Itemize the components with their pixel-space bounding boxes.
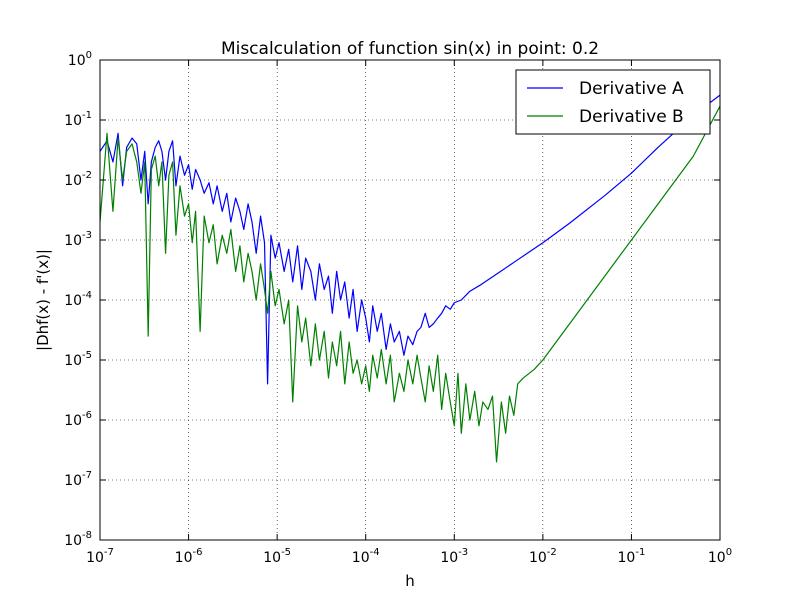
y-tick-label: 10-7 xyxy=(64,470,92,489)
x-tick-label: 10-1 xyxy=(618,547,646,566)
series-lines xyxy=(100,94,720,463)
x-tick-label: 10-4 xyxy=(352,547,380,566)
y-axis-ticks: 10-8 10-7 10-6 10-5 10-4 10-3 10-2 10-1 100 xyxy=(64,50,720,549)
chart-title: Miscalculation of function sin(x) in poi… xyxy=(221,39,599,59)
x-tick-label: 100 xyxy=(708,547,732,566)
series-line-derivative-b xyxy=(100,105,720,463)
y-tick-label: 100 xyxy=(68,50,92,69)
series-line-derivative-a xyxy=(100,94,720,385)
x-tick-label: 10-5 xyxy=(263,547,291,566)
y-tick-label: 10-6 xyxy=(64,410,92,429)
legend-label-derivative-a: Derivative A xyxy=(579,79,684,99)
legend-box xyxy=(515,69,711,135)
y-axis-label: |Dhf(x) - f'(x)| xyxy=(34,249,52,351)
grid xyxy=(100,60,720,540)
plot-clip xyxy=(100,94,720,463)
y-tick-label: 10-4 xyxy=(64,290,92,309)
x-axis-label: h xyxy=(405,572,415,590)
x-tick-label: 10-2 xyxy=(529,547,557,566)
x-tick-label: 10-3 xyxy=(440,547,468,566)
legend-label-derivative-b: Derivative B xyxy=(579,107,684,127)
y-tick-label: 10-3 xyxy=(64,230,92,249)
y-tick-label: 10-8 xyxy=(64,530,92,549)
y-tick-label: 10-5 xyxy=(64,350,92,369)
legend: Derivative A Derivative B xyxy=(515,69,711,135)
x-tick-label: 10-6 xyxy=(175,547,203,566)
y-tick-label: 10-2 xyxy=(64,170,92,189)
y-tick-label: 10-1 xyxy=(64,110,92,129)
x-tick-label: 10-7 xyxy=(86,547,114,566)
x-axis-ticks: 10-7 10-6 10-5 10-4 10-3 10-2 10-1 100 xyxy=(86,60,732,566)
